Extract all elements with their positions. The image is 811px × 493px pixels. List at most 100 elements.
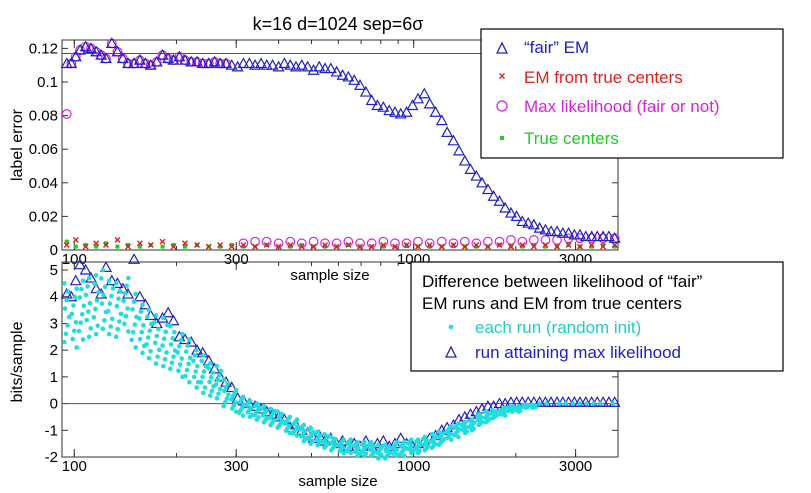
data-point-dot	[348, 450, 353, 456]
data-point-triangle	[74, 258, 87, 270]
data-point-dot	[208, 393, 213, 398]
data-point-dot	[208, 374, 214, 380]
data-point-circle	[413, 236, 423, 247]
data-point-triangle	[359, 85, 372, 97]
data-point-triangle	[458, 154, 471, 166]
data-point-dot	[563, 401, 569, 406]
data-point-dot	[63, 331, 69, 337]
data-point-dot	[363, 451, 369, 457]
data-point-x	[136, 240, 143, 247]
data-point-dot	[598, 401, 603, 406]
data-point-x	[426, 241, 433, 248]
data-point-dot	[379, 452, 384, 457]
data-point-dot	[294, 433, 300, 438]
data-point-square	[94, 244, 99, 249]
data-point-x	[125, 243, 132, 250]
legend-label-run-max-likelihood: run attaining max likelihood	[475, 343, 681, 362]
data-point-triangle	[243, 57, 256, 69]
data-point-dot	[105, 308, 111, 314]
data-point-dot	[210, 370, 216, 375]
data-point-dot	[66, 289, 71, 295]
data-point-triangle	[487, 190, 500, 201]
data-point-dot	[494, 409, 499, 414]
data-point-triangle	[167, 314, 180, 326]
data-point-triangle	[573, 228, 586, 240]
data-point-triangle	[162, 52, 175, 64]
data-point-x	[287, 241, 294, 248]
data-point-triangle	[116, 282, 129, 294]
data-point-x	[298, 243, 305, 250]
data-point-dot	[200, 374, 205, 380]
data-point-dot	[192, 353, 198, 358]
data-point-dot	[94, 298, 100, 303]
data-point-dot	[341, 437, 346, 442]
data-point-dot	[325, 441, 330, 447]
data-point-x	[496, 241, 503, 248]
data-point-dot	[133, 291, 138, 297]
data-point-dot	[95, 323, 101, 329]
data-point-triangle	[545, 396, 558, 407]
data-point-dot	[148, 348, 153, 354]
data-point-square	[241, 244, 246, 249]
data-point-triangle	[295, 58, 308, 70]
y-tick-label: -2	[45, 449, 58, 466]
data-point-dot	[118, 311, 124, 317]
data-point-triangle	[562, 226, 575, 238]
data-point-triangle	[284, 58, 297, 70]
data-point-dot	[76, 328, 82, 334]
data-point-triangle	[591, 230, 604, 242]
data-point-dot	[194, 347, 199, 353]
data-point-square	[474, 244, 479, 249]
data-point-triangle	[452, 144, 466, 156]
data-point-x	[72, 236, 79, 243]
data-point-dot	[440, 431, 446, 436]
data-point-dot	[154, 333, 160, 339]
data-point-triangle	[388, 106, 402, 117]
data-point-x	[415, 243, 422, 250]
data-point-dot	[530, 402, 536, 408]
data-point-triangle	[133, 53, 146, 65]
data-point-dot	[126, 275, 131, 281]
data-point-dot	[394, 447, 400, 453]
data-point-triangle	[348, 74, 361, 85]
data-point-dot	[209, 388, 215, 394]
data-point-dot	[577, 401, 583, 406]
data-point-dot	[356, 445, 361, 451]
data-point-triangle	[406, 99, 419, 111]
data-point-x	[205, 243, 212, 250]
data-point-triangle	[493, 195, 506, 206]
data-point-dot	[69, 311, 75, 317]
data-point-square	[589, 244, 594, 249]
data-point-circle	[459, 236, 470, 247]
data-point-dot	[161, 363, 166, 369]
data-point-dot	[375, 442, 381, 448]
data-point-dot	[271, 418, 277, 423]
data-point-dot	[256, 415, 261, 420]
data-point-dot	[93, 331, 99, 337]
data-point-dot	[62, 306, 68, 311]
data-point-dot	[156, 347, 162, 353]
data-point-dot	[268, 406, 273, 412]
bottom-y-axis-label: bits/sample	[9, 321, 26, 402]
data-point-x	[333, 243, 340, 250]
data-point-triangle	[214, 57, 227, 69]
data-point-dot	[275, 409, 280, 414]
data-point-x	[519, 241, 526, 248]
top-y-axis-label: label error	[9, 108, 26, 181]
data-point-dot	[469, 417, 475, 422]
bottom-x-axis-label: sample size	[298, 473, 377, 490]
data-point-dot	[145, 335, 151, 340]
data-point-dot	[254, 401, 260, 406]
data-point-triangle	[522, 216, 535, 228]
data-point-triangle	[208, 55, 221, 67]
data-point-dot	[280, 418, 285, 424]
data-point-triangle	[527, 218, 540, 230]
bottom-legend-box	[410, 261, 784, 372]
data-point-dot	[99, 301, 105, 306]
data-point-dot	[145, 314, 150, 320]
data-point-x	[194, 241, 201, 248]
data-point-x	[450, 241, 457, 248]
data-point-triangle	[556, 226, 569, 238]
data-point-square	[137, 244, 142, 249]
